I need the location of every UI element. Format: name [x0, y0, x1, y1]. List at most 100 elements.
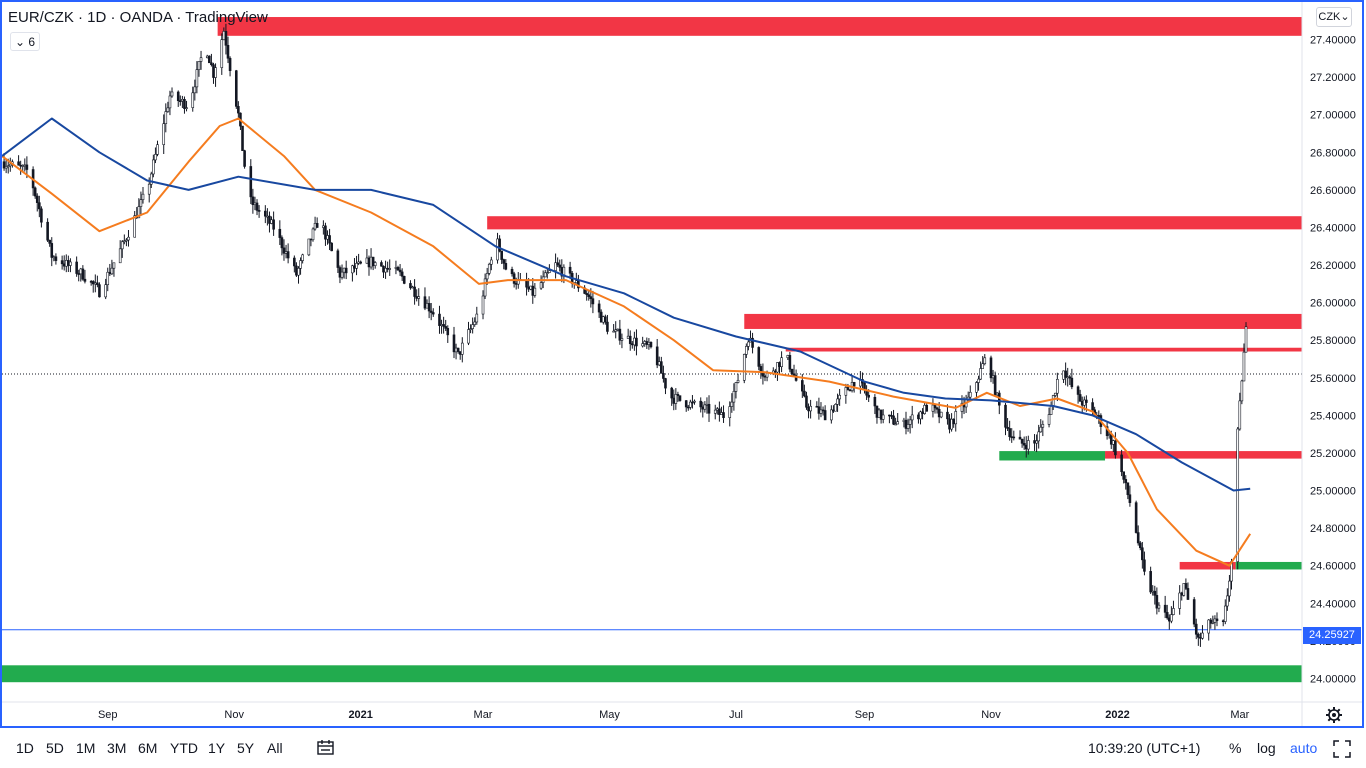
candle	[1128, 485, 1132, 507]
time-axis[interactable]: Sep Nov 2021 Mar May Jul Sep Nov 2022 Mar	[98, 709, 1250, 721]
candle	[742, 353, 746, 384]
candle	[1124, 475, 1128, 490]
candle	[502, 258, 506, 270]
candle	[1053, 392, 1057, 398]
candle	[446, 325, 450, 343]
range-all[interactable]: All	[267, 740, 283, 756]
candle	[417, 288, 421, 306]
candle	[533, 283, 537, 298]
candle	[438, 305, 441, 334]
y-tick-label: 24.00000	[1310, 673, 1356, 685]
candle	[568, 261, 572, 280]
chevron-down-icon: ⌄	[14, 35, 26, 49]
candle	[641, 336, 644, 348]
candle	[1004, 403, 1007, 436]
candle	[498, 235, 501, 253]
y-tick-label: 26.20000	[1310, 260, 1356, 272]
y-tick-label: 27.20000	[1310, 72, 1356, 84]
candle	[1078, 389, 1082, 402]
percent-toggle[interactable]: %	[1229, 740, 1242, 756]
candle	[96, 275, 99, 288]
candle	[1184, 578, 1188, 590]
range-6m[interactable]: 6M	[138, 740, 158, 756]
gear-icon[interactable]	[1326, 707, 1342, 723]
y-tick-label: 24.40000	[1310, 598, 1356, 610]
candle	[112, 262, 116, 277]
candle	[1153, 585, 1157, 605]
range-5d[interactable]: 5D	[46, 740, 64, 756]
candle	[910, 405, 914, 429]
candle	[264, 205, 267, 224]
candle	[906, 418, 910, 432]
x-tick-label: May	[599, 709, 620, 721]
time-readout[interactable]: 10:39:20 (UTC+1)	[1088, 740, 1201, 756]
fullscreen-icon[interactable]	[1333, 740, 1351, 758]
candle	[1041, 420, 1045, 437]
candle	[1012, 430, 1016, 441]
candle	[400, 268, 404, 281]
y-tick-label: 25.00000	[1310, 486, 1356, 498]
candle	[1138, 541, 1142, 551]
candle	[1197, 632, 1200, 646]
candle	[210, 53, 213, 67]
candle	[1047, 407, 1051, 428]
candle	[879, 409, 883, 424]
candle	[1035, 434, 1038, 453]
auto-toggle[interactable]: auto	[1290, 740, 1318, 756]
candle	[678, 395, 682, 402]
candle	[301, 253, 304, 264]
zone-0	[217, 17, 1302, 36]
candle	[299, 257, 302, 275]
range-1m[interactable]: 1M	[76, 740, 96, 756]
candle	[1223, 599, 1227, 625]
range-3m[interactable]: 3M	[107, 740, 127, 756]
candle	[127, 229, 130, 247]
range-5y[interactable]: 5Y	[237, 740, 255, 756]
candle	[823, 405, 827, 421]
indicators-collapse-button[interactable]: ⌄ 6	[10, 32, 40, 51]
candle	[48, 239, 51, 247]
price-chart[interactable]: 27.40000 27.20000 27.00000 26.80000 26.60000…	[0, 0, 1366, 730]
candle	[1120, 449, 1123, 477]
date-range-icon[interactable]	[316, 739, 336, 757]
candle	[371, 256, 375, 271]
candle	[442, 316, 445, 334]
range-1y[interactable]: 1Y	[208, 740, 226, 756]
candle	[282, 239, 286, 261]
candle	[224, 23, 228, 55]
candle	[179, 95, 182, 106]
candle	[388, 259, 392, 276]
horizontal-lines-layer	[2, 373, 1302, 631]
log-toggle[interactable]: log	[1257, 740, 1276, 756]
candle	[251, 188, 255, 214]
candle	[689, 399, 692, 410]
candle	[844, 383, 848, 404]
range-ytd[interactable]: YTD	[170, 740, 198, 756]
candle	[543, 269, 547, 278]
candle	[1182, 583, 1186, 597]
moving-average-line-1	[1, 117, 1251, 492]
candle	[255, 199, 259, 216]
candle	[805, 391, 808, 410]
y-tick-label: 26.00000	[1310, 298, 1356, 310]
candle	[664, 377, 667, 395]
candle	[1068, 374, 1072, 386]
candle	[830, 405, 833, 424]
candle	[993, 371, 997, 397]
candle	[324, 222, 327, 246]
candle	[618, 319, 622, 345]
candle	[487, 262, 491, 276]
range-1d[interactable]: 1D	[16, 740, 34, 756]
candle	[471, 317, 474, 334]
candle	[713, 404, 717, 420]
candle	[703, 401, 707, 413]
candle	[510, 266, 514, 277]
candle	[809, 399, 812, 419]
currency-button[interactable]: CZK⌄	[1316, 7, 1352, 27]
candle	[81, 265, 85, 281]
candle	[1076, 385, 1080, 404]
candle	[1236, 427, 1240, 570]
x-tick-label: Sep	[855, 709, 875, 721]
candle	[1064, 362, 1067, 386]
candle	[33, 186, 37, 199]
